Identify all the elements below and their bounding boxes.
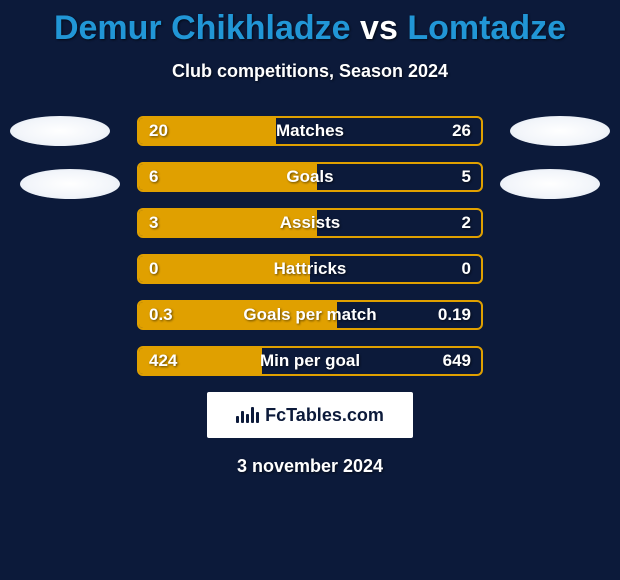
page-title: Demur Chikhladze vs Lomtadze [0,0,620,47]
avatar-left-2 [20,169,120,199]
stat-value-right: 2 [462,210,471,236]
stat-row: 20Matches26 [137,116,483,146]
stat-value-right: 0.19 [438,302,471,328]
stat-label: Assists [139,210,481,236]
stat-value-right: 26 [452,118,471,144]
stat-row: 3Assists2 [137,208,483,238]
stat-label: Min per goal [139,348,481,374]
bar-chart-icon [236,407,259,423]
stat-value-right: 649 [443,348,471,374]
avatar-left-1 [10,116,110,146]
stat-bars: 20Matches266Goals53Assists20Hattricks00.… [137,116,483,376]
footer-date: 3 november 2024 [0,438,620,477]
logo-text: FcTables.com [265,405,384,426]
stat-value-right: 0 [462,256,471,282]
stat-row: 0.3Goals per match0.19 [137,300,483,330]
stat-label: Goals [139,164,481,190]
subtitle: Club competitions, Season 2024 [0,47,620,82]
avatar-right-2 [500,169,600,199]
avatar-right-1 [510,116,610,146]
stat-row: 6Goals5 [137,162,483,192]
stat-label: Matches [139,118,481,144]
title-player2: Lomtadze [407,9,566,47]
stat-row: 424Min per goal649 [137,346,483,376]
comparison-area: 20Matches266Goals53Assists20Hattricks00.… [0,116,620,376]
title-player1: Demur Chikhladze [54,9,351,47]
stat-label: Hattricks [139,256,481,282]
logo-box: FcTables.com [207,392,413,438]
stat-value-right: 5 [462,164,471,190]
stat-row: 0Hattricks0 [137,254,483,284]
title-vs: vs [360,9,398,47]
stat-label: Goals per match [139,302,481,328]
